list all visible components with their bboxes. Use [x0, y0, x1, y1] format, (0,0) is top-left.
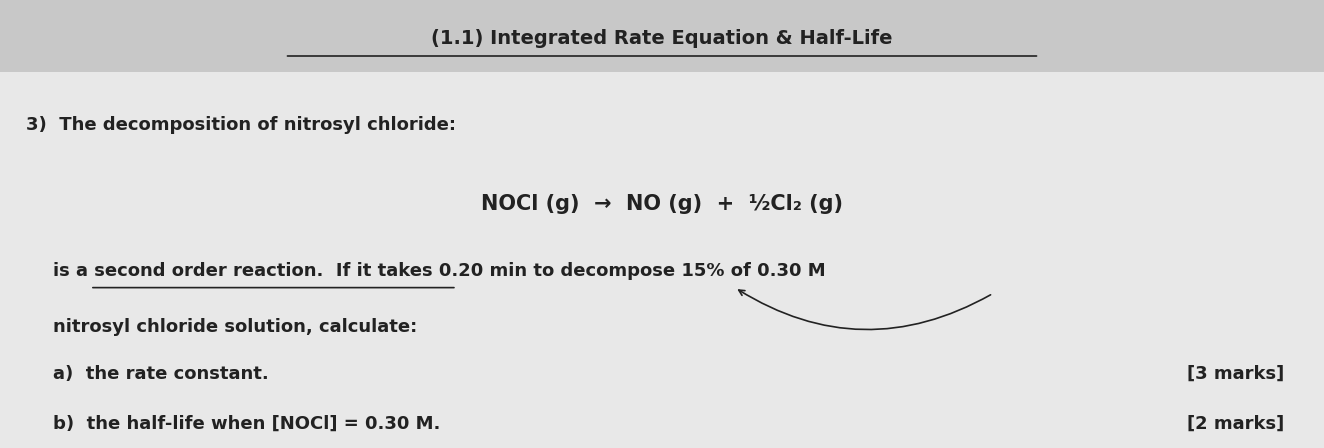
Text: nitrosyl chloride solution, calculate:: nitrosyl chloride solution, calculate: [53, 318, 417, 336]
Text: [3 marks]: [3 marks] [1188, 365, 1284, 383]
Text: 3)  The decomposition of nitrosyl chloride:: 3) The decomposition of nitrosyl chlorid… [26, 116, 457, 134]
Text: (1.1) Integrated Rate Equation & Half-Life: (1.1) Integrated Rate Equation & Half-Li… [432, 29, 892, 47]
Text: NOCl (g)  →  NO (g)  +  ½Cl₂ (g): NOCl (g) → NO (g) + ½Cl₂ (g) [481, 194, 843, 214]
FancyBboxPatch shape [0, 0, 1324, 72]
Text: a)  the rate constant.: a) the rate constant. [53, 365, 269, 383]
Text: [2 marks]: [2 marks] [1188, 414, 1284, 432]
Text: b)  the half-life when [NOCl] = 0.30 M.: b) the half-life when [NOCl] = 0.30 M. [53, 414, 441, 432]
Text: is a second order reaction.  If it takes 0.20 min to decompose 15% of 0.30 M: is a second order reaction. If it takes … [53, 262, 826, 280]
